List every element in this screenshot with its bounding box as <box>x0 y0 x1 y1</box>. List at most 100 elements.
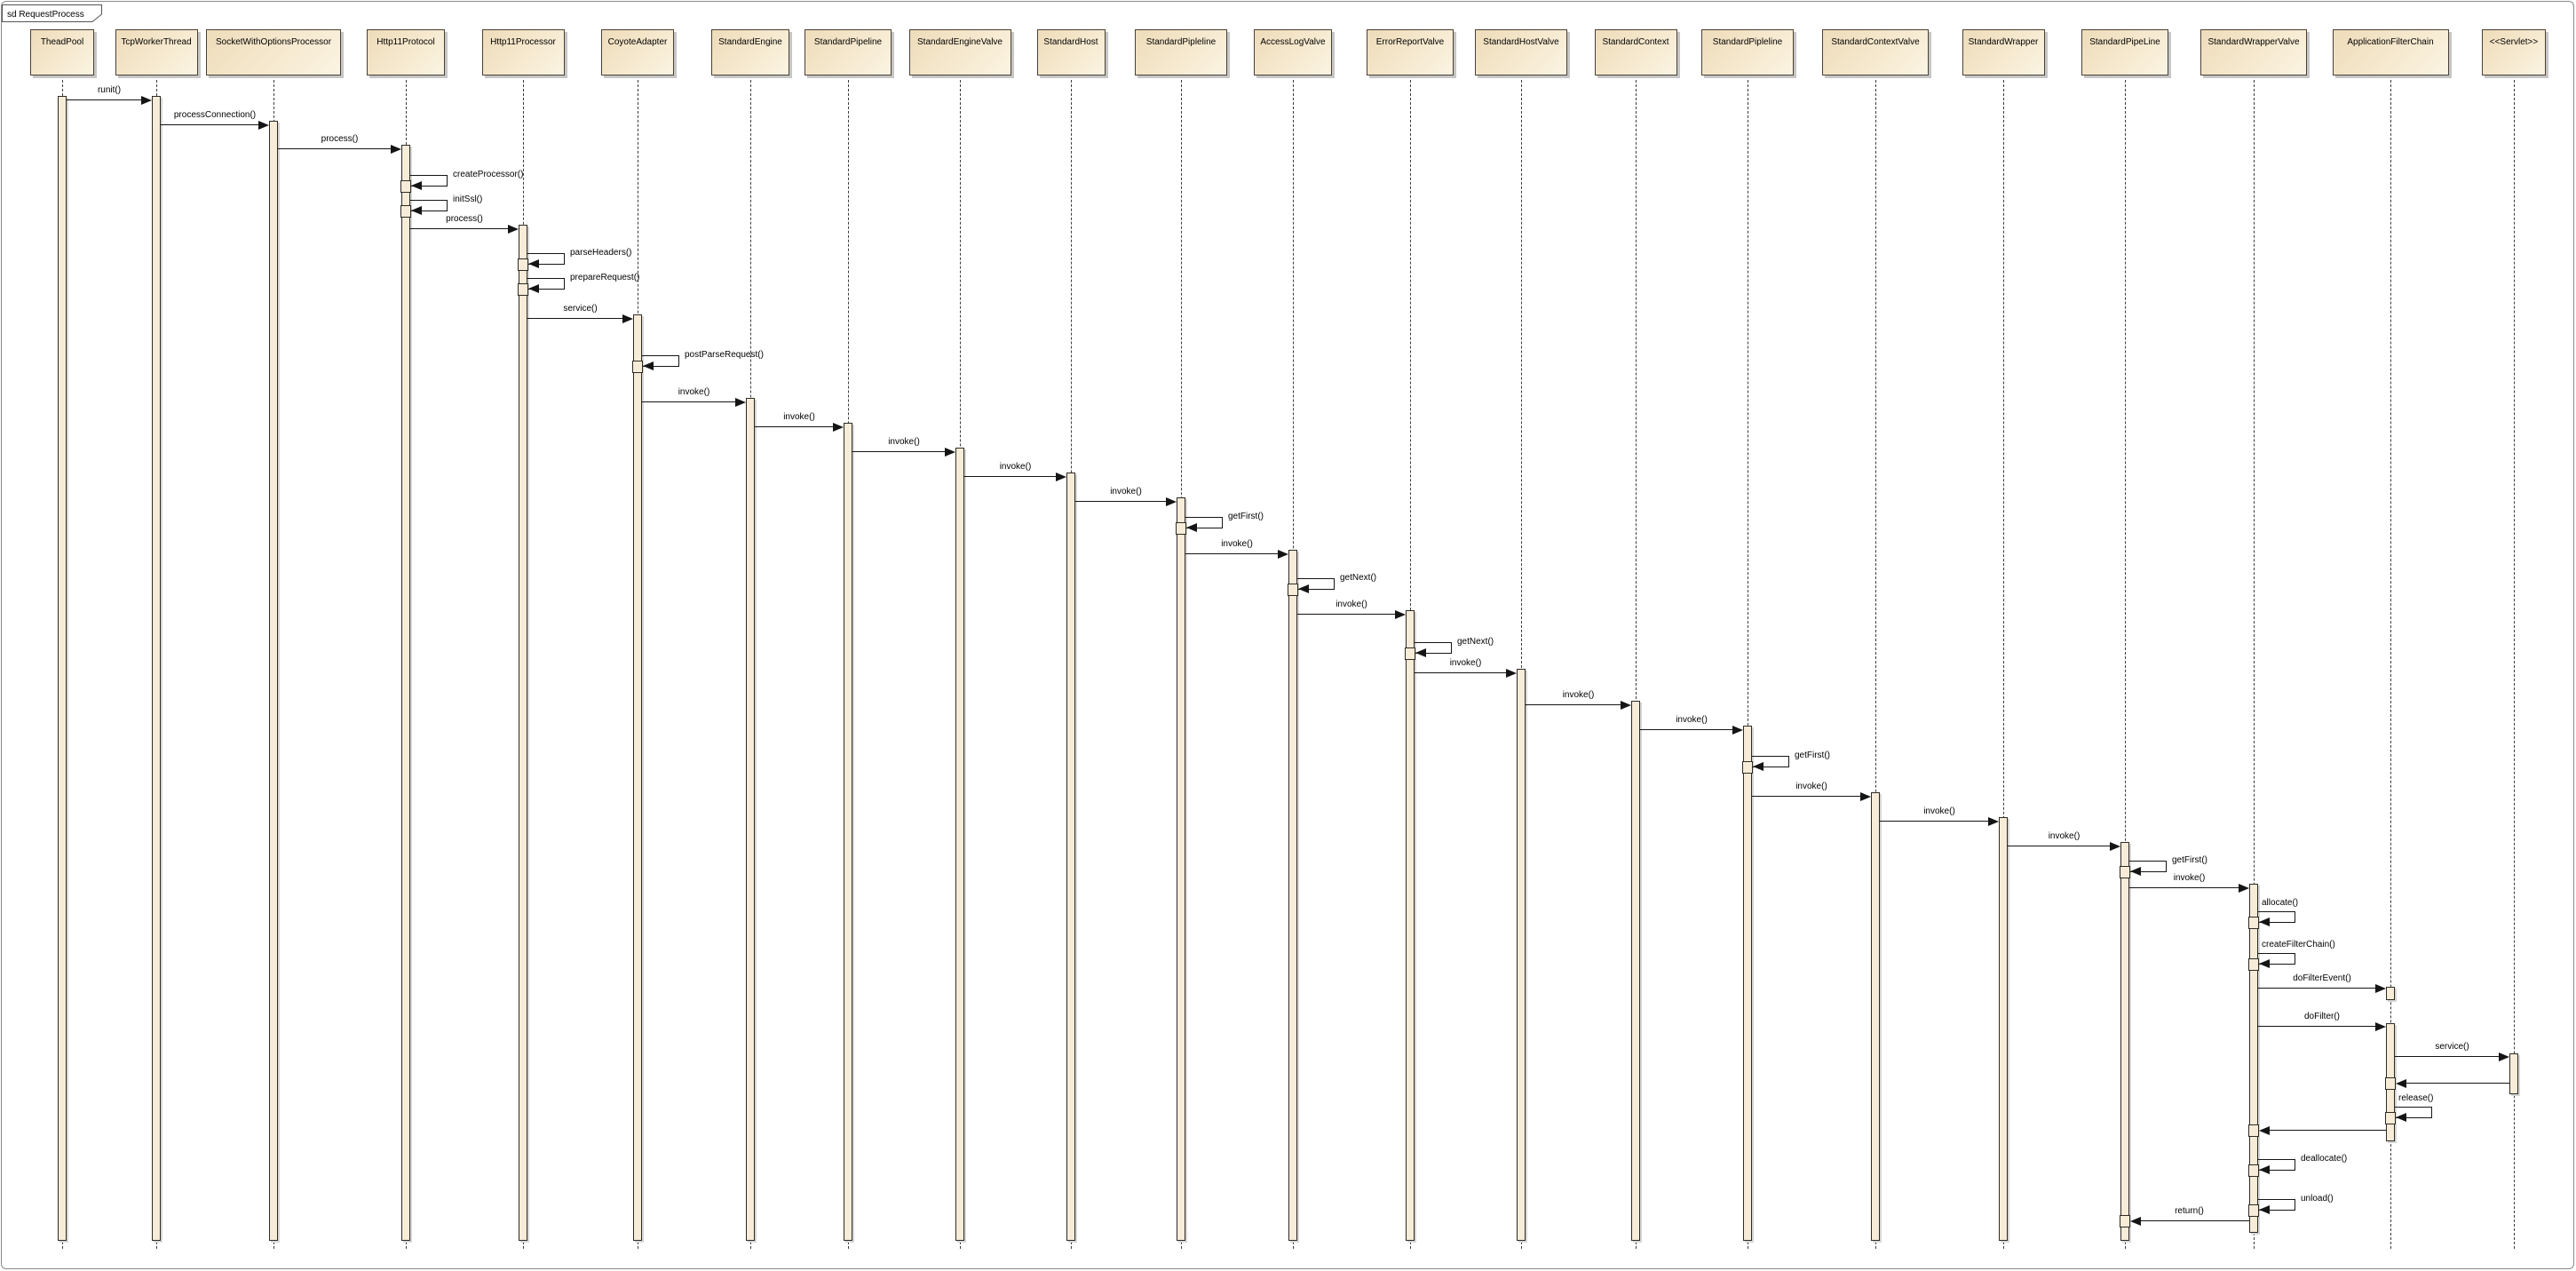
lifeline-head: StandardContextValve <box>1822 29 1929 75</box>
message-label: process() <box>321 134 359 144</box>
arrowhead-icon <box>2259 959 2270 968</box>
arrowhead-icon <box>2130 1217 2141 1226</box>
message-arrow <box>67 99 141 100</box>
lifeline-head: StandardPipleline <box>1135 29 1227 75</box>
arrowhead-icon <box>1621 701 1631 710</box>
message-label: service() <box>563 304 598 314</box>
receive-box <box>2248 1164 2259 1177</box>
receive-box <box>1405 647 1415 660</box>
lifeline-dashed-line <box>1636 75 1637 1249</box>
lifeline-head: TcpWorkerThread <box>115 29 198 75</box>
self-message-loop <box>2258 1159 2295 1171</box>
self-message-loop <box>410 175 448 187</box>
self-message-label: getNext() <box>1457 637 1494 647</box>
message-arrow <box>2395 1056 2499 1057</box>
message-label: doFilter() <box>2303 1012 2341 1021</box>
receive-box <box>518 258 528 271</box>
message-label: invoke() <box>1923 806 1955 816</box>
return-arrow <box>2270 1130 2386 1131</box>
return-arrow <box>2406 1083 2509 1084</box>
message-label: invoke() <box>678 387 710 397</box>
self-message-label: getFirst() <box>1228 512 1264 521</box>
self-message-label: postParseRequest() <box>685 350 764 360</box>
message-arrow <box>964 476 1056 477</box>
arrowhead-icon <box>258 121 269 130</box>
lifeline-head: CoyoteAdapter <box>601 29 674 75</box>
self-message-label: initSsl() <box>453 195 483 204</box>
receive-box <box>2385 1077 2396 1090</box>
activation-bar <box>1871 792 1880 1241</box>
lifeline-head: StandardHostValve <box>1475 29 1567 75</box>
self-message-label: deallocate() <box>2301 1154 2348 1164</box>
self-message-label: parseHeaders() <box>570 248 632 258</box>
receive-box <box>1288 584 1298 596</box>
self-message-label: getFirst() <box>1795 751 1830 760</box>
arrowhead-icon <box>1415 648 1426 657</box>
self-message-label: getFirst() <box>2172 855 2207 865</box>
receive-box <box>1742 761 1753 774</box>
message-arrow <box>278 148 391 149</box>
message-arrow <box>642 401 735 402</box>
activation-bar <box>1288 550 1297 1241</box>
self-message-label: unload() <box>2301 1194 2334 1203</box>
receive-box <box>2248 1204 2259 1217</box>
message-label: doFilterEvent() <box>2293 973 2351 983</box>
message-arrow <box>161 124 258 125</box>
arrowhead-icon <box>1395 610 1406 619</box>
arrowhead-icon <box>2259 1165 2270 1174</box>
arrowhead-icon <box>1166 497 1177 506</box>
lifeline-dashed-line <box>2125 75 2126 1249</box>
arrowhead-icon <box>1732 726 1743 735</box>
arrowhead-icon <box>391 145 401 154</box>
arrowhead-icon <box>141 96 152 105</box>
message-label: invoke() <box>783 412 815 422</box>
arrowhead-icon <box>2259 918 2270 926</box>
self-message-label: release() <box>2398 1093 2434 1103</box>
message-label: invoke() <box>1110 487 1142 496</box>
lifeline-dashed-line <box>2514 75 2515 1249</box>
self-message-loop <box>2258 953 2295 965</box>
self-message-loop <box>1185 517 1223 528</box>
receive-box <box>2120 1215 2130 1227</box>
lifeline-head: StandardWrapper <box>1962 29 2045 75</box>
return-arrow <box>2141 1220 2249 1221</box>
self-message-label: createFilterChain() <box>2262 940 2335 949</box>
self-message-loop <box>1415 642 1452 654</box>
self-message-label: allocate() <box>2262 898 2299 908</box>
lifeline-dashed-line <box>1521 75 1522 1249</box>
arrowhead-icon <box>945 448 955 457</box>
arrowhead-icon <box>1056 473 1066 481</box>
message-label: invoke() <box>888 437 920 447</box>
arrowhead-icon <box>1506 669 1517 678</box>
self-message-loop <box>642 355 679 367</box>
message-label: invoke() <box>2173 873 2206 883</box>
arrowhead-icon <box>2259 1126 2270 1135</box>
self-message-label: prepareRequest() <box>570 273 640 282</box>
lifeline-head: StandardContext <box>1594 29 1677 75</box>
message-arrow <box>1752 796 1860 797</box>
message-label: service() <box>2435 1042 2469 1052</box>
receive-box <box>400 180 411 193</box>
receive-box <box>2248 1124 2259 1137</box>
arrowhead-icon <box>528 259 539 268</box>
lifeline-head: StandardWrapperValve <box>2200 29 2307 75</box>
arrowhead-icon <box>1278 550 1288 559</box>
message-arrow <box>1880 821 1988 822</box>
self-message-loop <box>410 200 448 211</box>
lifeline-head: ApplicationFilterChain <box>2332 29 2449 75</box>
activation-bar <box>2249 884 2258 1233</box>
message-label: processConnection() <box>173 110 257 120</box>
message-label: invoke() <box>1449 658 1482 668</box>
arrowhead-icon <box>643 361 654 370</box>
activation-bar <box>1743 726 1752 1241</box>
lifeline-dashed-line <box>2003 75 2004 1249</box>
message-label: invoke() <box>1562 690 1595 700</box>
activation-bar <box>519 225 527 1241</box>
lifeline-head: StandardPipleline <box>1701 29 1794 75</box>
message-arrow <box>2129 887 2239 888</box>
self-message-loop <box>1297 578 1335 590</box>
arrowhead-icon <box>2396 1079 2406 1088</box>
lifeline-head: TheadPool <box>30 29 94 75</box>
receive-box <box>400 205 411 218</box>
